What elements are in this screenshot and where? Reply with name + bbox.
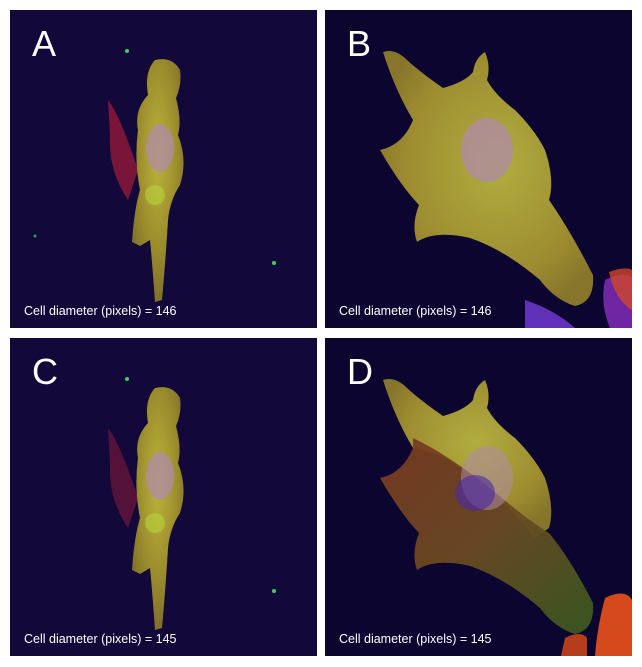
panel-a-micrograph — [33, 49, 276, 302]
panel-c-micrograph — [108, 377, 276, 630]
panel-b-caption: Cell diameter (pixels) = 146 — [339, 304, 492, 318]
panel-d-caption: Cell diameter (pixels) = 145 — [339, 632, 492, 646]
panel-a-caption: Cell diameter (pixels) = 146 — [24, 304, 177, 318]
panel-a-label: A — [32, 23, 57, 64]
panel-b-micrograph — [380, 51, 632, 328]
panel-b: B Cell diameter (pixels) = 146 — [325, 10, 632, 328]
panel-c-label: C — [32, 351, 58, 392]
panel-d-micrograph — [380, 379, 632, 656]
panel-b-label: B — [347, 23, 372, 64]
panel-d: D Cell diameter (pixels) = 145 — [325, 338, 632, 656]
panel-c: C Cell diameter (pixels) = 145 — [10, 338, 317, 656]
panel-d-label: D — [347, 351, 373, 392]
panel-a: A Cell diameter (pixels) = 146 — [10, 10, 317, 328]
panel-c-caption: Cell diameter (pixels) = 145 — [24, 632, 177, 646]
